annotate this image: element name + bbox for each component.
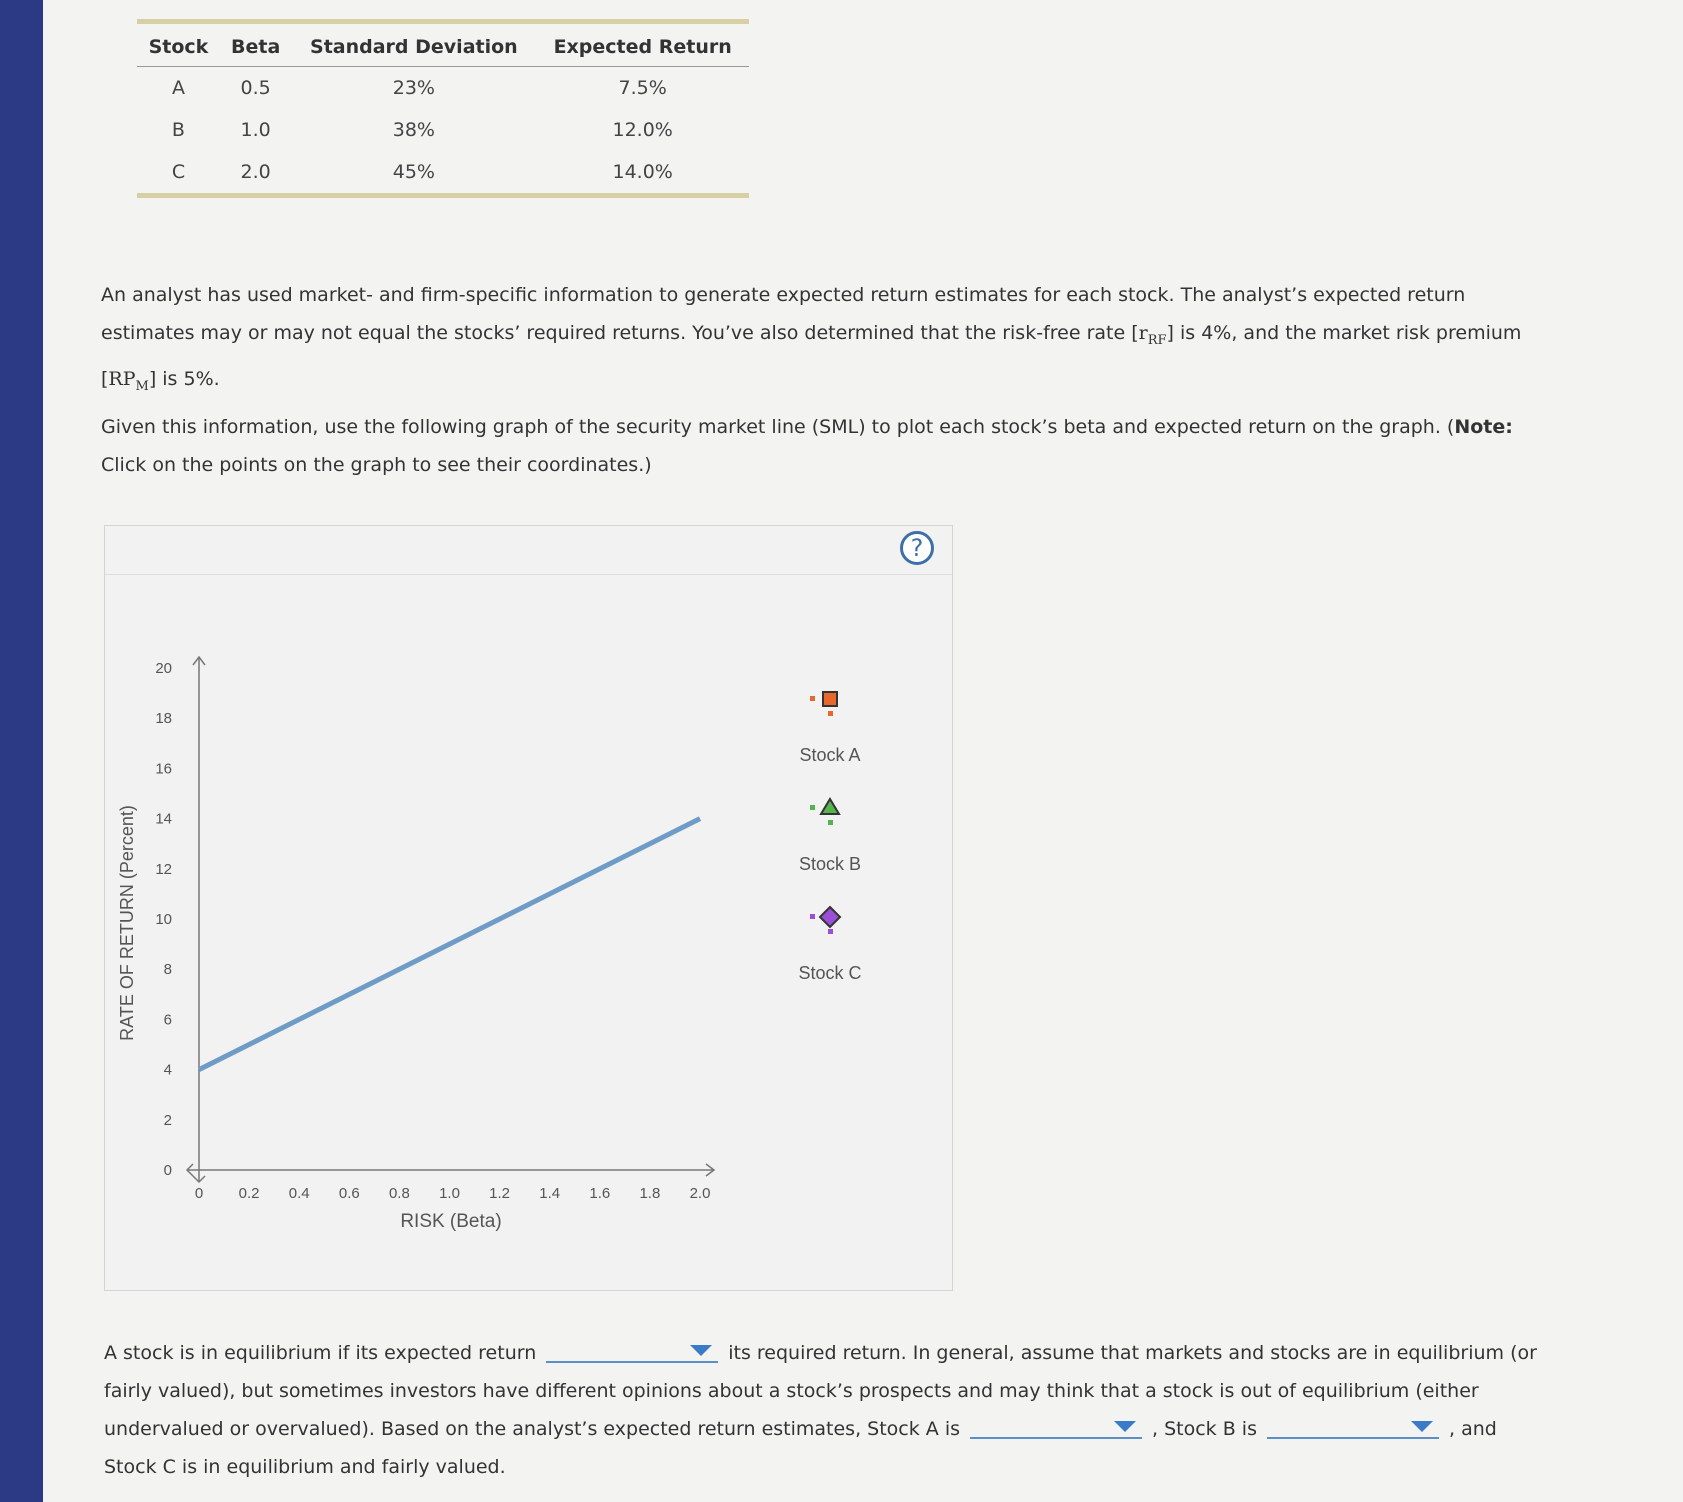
table-cell: 14.0% — [612, 161, 673, 183]
table-cell: B — [171, 119, 185, 141]
x-tick-label: 0.6 — [339, 1185, 360, 1202]
x-tick-label: 1.4 — [539, 1185, 560, 1202]
tool-icon[interactable] — [822, 691, 838, 707]
header-cell: Standard Deviation — [291, 21, 537, 67]
x-tick-label: 0.2 — [239, 1185, 260, 1202]
header-cell: Stock — [137, 21, 220, 67]
table-cell: 23% — [392, 77, 435, 99]
paragraph: Given this information, use the followin… — [101, 408, 1551, 484]
axis-arrow — [185, 1163, 194, 1177]
dropdown[interactable] — [546, 1337, 719, 1363]
text: Click on the points on the graph to see … — [101, 454, 652, 476]
sml-line — [197, 816, 702, 1072]
x-tick-label: 0.8 — [389, 1185, 410, 1202]
text: A stock is in equilibrium if its expecte… — [104, 1342, 537, 1364]
y-tick-label: 14 — [155, 811, 172, 828]
tool-icon[interactable] — [818, 905, 842, 929]
tool-dot — [810, 696, 815, 701]
header-cell: Expected Return — [536, 21, 749, 67]
x-tick-label: 0.4 — [289, 1185, 310, 1202]
y-tick-label: 12 — [155, 861, 172, 878]
tool-dot — [828, 820, 833, 825]
axis-arrow — [192, 655, 206, 666]
y-tick-label: 6 — [164, 1011, 172, 1028]
table-cell: 2.0 — [240, 161, 271, 183]
y-tick-label: 18 — [155, 710, 172, 727]
y-tick-label: 16 — [155, 760, 172, 777]
table-cell: C — [171, 161, 186, 183]
x-tick-label: 1.8 — [639, 1185, 660, 1202]
table-cell: 45% — [392, 161, 435, 183]
tool-dot — [810, 805, 815, 810]
tool-icon[interactable] — [819, 797, 841, 815]
help-icon[interactable]: ? — [900, 531, 934, 565]
graph-panel: ? — [104, 525, 953, 1291]
header-cell: Beta — [219, 21, 292, 67]
subscript: M — [135, 378, 149, 394]
text: ] is 4%, and the market risk premium [ — [101, 322, 1522, 390]
table-cell: 7.5% — [618, 77, 667, 99]
panel-divider — [105, 574, 952, 575]
y-tick-label: 8 — [164, 961, 172, 978]
y-tick-label: 10 — [155, 911, 172, 928]
table-cell: 38% — [392, 119, 435, 141]
text: its required return. In general, assume … — [104, 1342, 1537, 1440]
y-tick-label: 2 — [164, 1112, 172, 1129]
table-row: B 1.0 38% 12.0% — [137, 109, 749, 151]
text: ] is 5%. — [148, 367, 220, 390]
table-cell: A — [171, 77, 185, 99]
table-cell: 12.0% — [612, 119, 673, 141]
y-tick-label: 4 — [164, 1062, 172, 1079]
table-row: C 2.0 45% 14.0% — [137, 151, 749, 196]
axis-arrow — [705, 1163, 716, 1177]
y-tick-label: 20 — [155, 660, 172, 677]
text: , Stock B is — [1152, 1418, 1257, 1440]
table-cell: 1.0 — [240, 119, 271, 141]
tool-dot — [828, 711, 833, 716]
question: A stock is in equilibrium if its expecte… — [104, 1334, 1544, 1486]
table-row: A 0.5 23% 7.5% — [137, 67, 749, 110]
tool-label: Stock C — [798, 963, 861, 983]
x-tick-label: 1.6 — [589, 1185, 610, 1202]
dropdown[interactable] — [970, 1413, 1143, 1439]
x-axis-title: RISK (Beta) — [400, 1211, 501, 1232]
sidebar — [0, 0, 43, 1502]
subscript: RF — [1147, 332, 1167, 348]
stock-table: Stock Beta Standard Deviation Expected R… — [137, 19, 749, 198]
text: Given this information, use the followin… — [101, 416, 1455, 438]
tool-dot — [810, 914, 815, 919]
text: Note: — [1454, 416, 1513, 438]
tool-label: Stock B — [799, 854, 861, 874]
text: RP — [108, 367, 136, 390]
y-tick-label: 0 — [164, 1162, 172, 1179]
paragraph: An analyst has used market- and firm-spe… — [101, 276, 1551, 406]
dropdown[interactable] — [1266, 1413, 1439, 1439]
text: r — [1138, 322, 1148, 344]
x-tick-label: 0 — [195, 1185, 203, 1202]
y-axis-title: RATE OF RETURN (Percent) — [117, 805, 137, 1041]
tool-label: Stock A — [799, 745, 860, 765]
tool-dot — [828, 929, 833, 934]
x-tick-label: 1.2 — [489, 1185, 510, 1202]
axis-arrow — [192, 1175, 206, 1184]
table-cell: 0.5 — [240, 77, 271, 99]
x-tick-label: 1.0 — [439, 1185, 460, 1202]
text: , and Stock C is in equilibrium and fair… — [104, 1418, 1497, 1478]
text: An analyst has used market- and firm-spe… — [101, 284, 1466, 344]
x-tick-label: 2.0 — [690, 1185, 711, 1202]
